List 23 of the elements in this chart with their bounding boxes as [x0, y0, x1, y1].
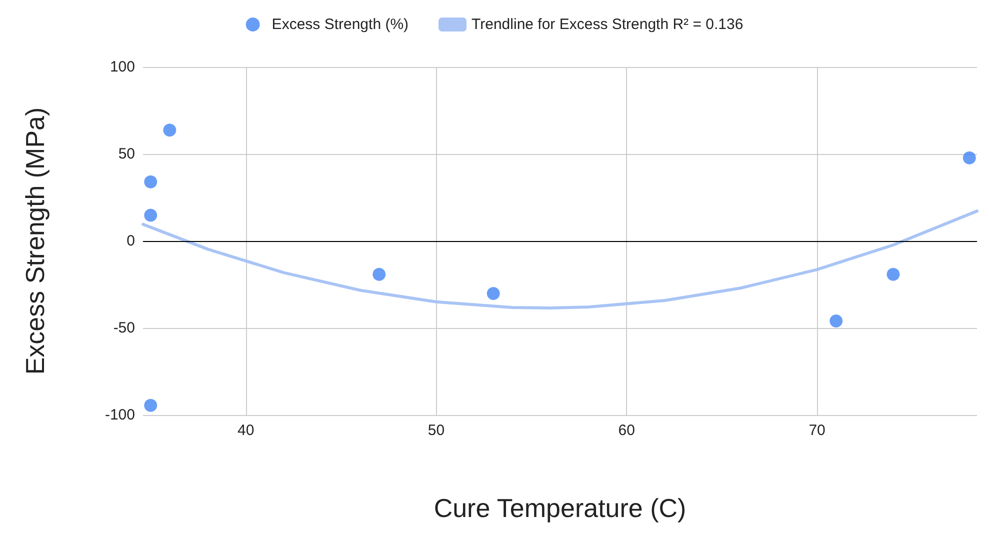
- point: [486, 287, 500, 300]
- point: [163, 124, 176, 137]
- point: [886, 268, 900, 281]
- y-tick-label: -50: [113, 320, 135, 336]
- x-axis-title: Cure Temperature (C): [434, 493, 686, 523]
- line-series: [142, 210, 978, 310]
- legend-label: Trendline for Excess Strength R² = 0.136: [472, 16, 744, 33]
- point: [372, 268, 386, 281]
- y-tick-label: 50: [118, 146, 135, 162]
- x-tick-label: 70: [808, 422, 826, 439]
- x-tick-label: 40: [237, 422, 254, 439]
- x-tick-label: 60: [618, 422, 635, 439]
- y-tick-label: 100: [110, 58, 135, 76]
- y-tick-label: 0: [126, 232, 135, 250]
- point: [962, 151, 976, 164]
- point: [144, 208, 158, 222]
- y-tick-label: -100: [104, 406, 135, 424]
- point: [144, 398, 158, 412]
- legend-label: Excess Strength (%): [272, 16, 409, 33]
- x-tick-label: 50: [428, 422, 445, 439]
- point: [830, 314, 843, 328]
- y-axis-title: Excess Strength (MPa): [20, 107, 50, 375]
- point: [144, 175, 158, 188]
